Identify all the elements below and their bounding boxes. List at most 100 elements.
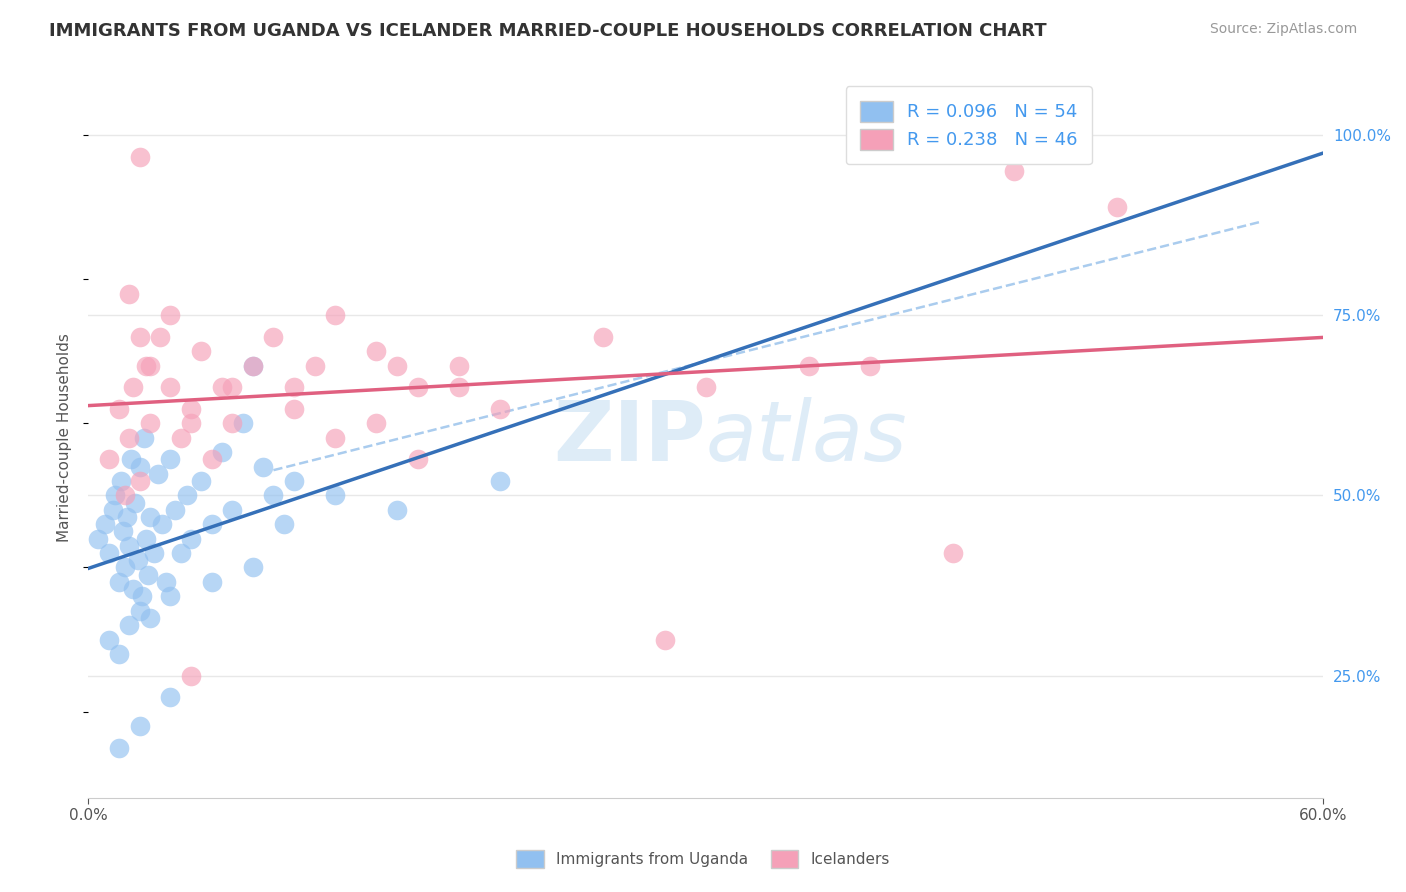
Point <box>108 401 131 416</box>
Point <box>97 452 120 467</box>
Point <box>128 604 150 618</box>
Point <box>127 553 149 567</box>
Point <box>108 647 131 661</box>
Point <box>262 488 284 502</box>
Point <box>180 417 202 431</box>
Point <box>149 330 172 344</box>
Legend: Immigrants from Uganda, Icelanders: Immigrants from Uganda, Icelanders <box>503 838 903 880</box>
Point <box>87 532 110 546</box>
Point <box>150 517 173 532</box>
Point <box>221 503 243 517</box>
Point <box>273 517 295 532</box>
Point <box>447 359 470 373</box>
Point <box>128 719 150 733</box>
Point <box>97 632 120 647</box>
Point <box>139 510 162 524</box>
Point <box>283 474 305 488</box>
Point <box>304 359 326 373</box>
Point <box>242 359 264 373</box>
Point <box>180 401 202 416</box>
Point <box>143 546 166 560</box>
Point <box>117 510 139 524</box>
Point <box>211 380 233 394</box>
Point <box>283 380 305 394</box>
Point <box>406 380 429 394</box>
Point <box>139 359 162 373</box>
Point <box>163 503 186 517</box>
Point <box>128 150 150 164</box>
Point <box>170 431 193 445</box>
Point <box>406 452 429 467</box>
Point <box>136 567 159 582</box>
Point <box>201 517 224 532</box>
Point <box>211 445 233 459</box>
Point <box>323 308 346 322</box>
Point <box>190 474 212 488</box>
Point <box>139 417 162 431</box>
Point <box>118 431 141 445</box>
Point <box>221 417 243 431</box>
Point <box>122 582 145 596</box>
Point <box>118 618 141 632</box>
Point <box>180 532 202 546</box>
Point <box>120 452 142 467</box>
Point <box>118 539 141 553</box>
Point <box>942 546 965 560</box>
Point <box>797 359 820 373</box>
Point <box>101 503 124 517</box>
Point <box>232 417 254 431</box>
Point <box>128 474 150 488</box>
Point <box>114 560 136 574</box>
Point <box>110 474 132 488</box>
Point <box>242 359 264 373</box>
Text: atlas: atlas <box>706 397 907 478</box>
Point <box>114 488 136 502</box>
Point <box>180 668 202 682</box>
Point <box>1107 200 1129 214</box>
Point <box>128 459 150 474</box>
Point <box>159 452 181 467</box>
Point <box>489 401 512 416</box>
Point <box>242 560 264 574</box>
Point <box>221 380 243 394</box>
Point <box>592 330 614 344</box>
Point <box>170 546 193 560</box>
Point <box>135 359 157 373</box>
Point <box>262 330 284 344</box>
Text: IMMIGRANTS FROM UGANDA VS ICELANDER MARRIED-COUPLE HOUSEHOLDS CORRELATION CHART: IMMIGRANTS FROM UGANDA VS ICELANDER MARR… <box>49 22 1047 40</box>
Point <box>252 459 274 474</box>
Y-axis label: Married-couple Households: Married-couple Households <box>58 334 72 542</box>
Point <box>176 488 198 502</box>
Point <box>385 359 408 373</box>
Point <box>159 308 181 322</box>
Point <box>97 546 120 560</box>
Point <box>201 452 224 467</box>
Point <box>366 417 388 431</box>
Point <box>104 488 127 502</box>
Point <box>489 474 512 488</box>
Point <box>108 574 131 589</box>
Point <box>93 517 115 532</box>
Point <box>139 611 162 625</box>
Point <box>118 286 141 301</box>
Point <box>201 574 224 589</box>
Point <box>124 495 146 509</box>
Point <box>366 344 388 359</box>
Point <box>323 488 346 502</box>
Point <box>159 589 181 603</box>
Point <box>128 330 150 344</box>
Point <box>122 380 145 394</box>
Point <box>859 359 882 373</box>
Text: ZIP: ZIP <box>553 397 706 478</box>
Point <box>135 532 157 546</box>
Point <box>159 380 181 394</box>
Point <box>385 503 408 517</box>
Point <box>112 524 135 539</box>
Point <box>132 431 155 445</box>
Point <box>654 632 676 647</box>
Point <box>146 467 169 481</box>
Point <box>190 344 212 359</box>
Point <box>1004 164 1026 178</box>
Point <box>159 690 181 705</box>
Point <box>695 380 717 394</box>
